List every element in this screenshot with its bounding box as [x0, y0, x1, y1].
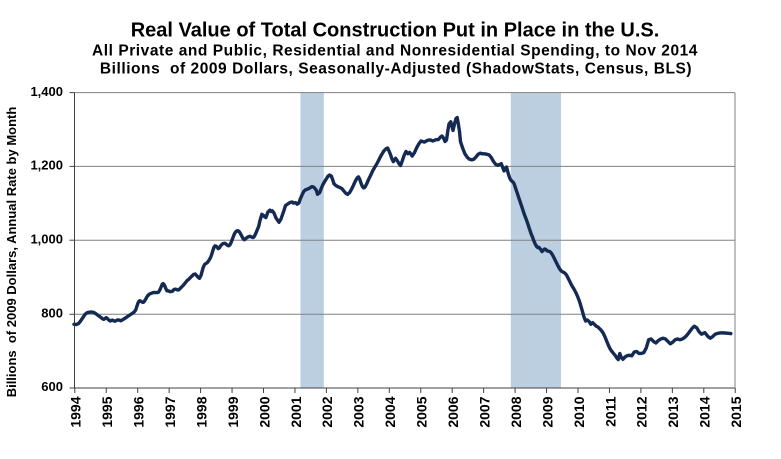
svg-text:2004: 2004	[382, 396, 398, 427]
svg-text:1996: 1996	[131, 396, 147, 427]
svg-text:Real Value of Total Constructi: Real Value of Total Construction Put in …	[131, 20, 660, 42]
svg-text:800: 800	[41, 306, 63, 321]
svg-text:2008: 2008	[508, 396, 524, 427]
svg-text:600: 600	[41, 379, 63, 394]
svg-text:2015: 2015	[728, 396, 744, 427]
svg-text:2000: 2000	[256, 396, 272, 427]
svg-text:2006: 2006	[445, 396, 461, 427]
svg-text:2010: 2010	[571, 396, 587, 427]
svg-text:1,200: 1,200	[30, 158, 63, 173]
svg-text:1995: 1995	[99, 396, 115, 427]
svg-text:2003: 2003	[351, 396, 367, 427]
svg-text:2005: 2005	[414, 396, 430, 427]
svg-text:1997: 1997	[162, 396, 178, 427]
svg-text:Billions of 2009 Dollars, Sea: Billions of 2009 Dollars, Seasonally-Adj…	[100, 61, 692, 78]
svg-text:2002: 2002	[319, 396, 335, 427]
svg-text:Billions of 2009 Dollars, Ann: Billions of 2009 Dollars, Annual Rate by…	[4, 107, 19, 398]
svg-text:1,000: 1,000	[30, 231, 63, 246]
svg-text:2011: 2011	[602, 396, 618, 427]
svg-text:All Private and Public, Reside: All Private and Public, Residential and …	[92, 43, 698, 60]
svg-text:2001: 2001	[288, 396, 304, 427]
svg-text:1994: 1994	[68, 396, 84, 427]
svg-text:2012: 2012	[634, 396, 650, 427]
svg-text:1998: 1998	[193, 396, 209, 427]
svg-text:2009: 2009	[539, 396, 555, 427]
svg-text:2013: 2013	[665, 396, 681, 427]
svg-text:1999: 1999	[225, 396, 241, 427]
svg-text:2007: 2007	[476, 396, 492, 427]
svg-text:2014: 2014	[697, 396, 713, 427]
svg-text:1,400: 1,400	[30, 84, 63, 99]
